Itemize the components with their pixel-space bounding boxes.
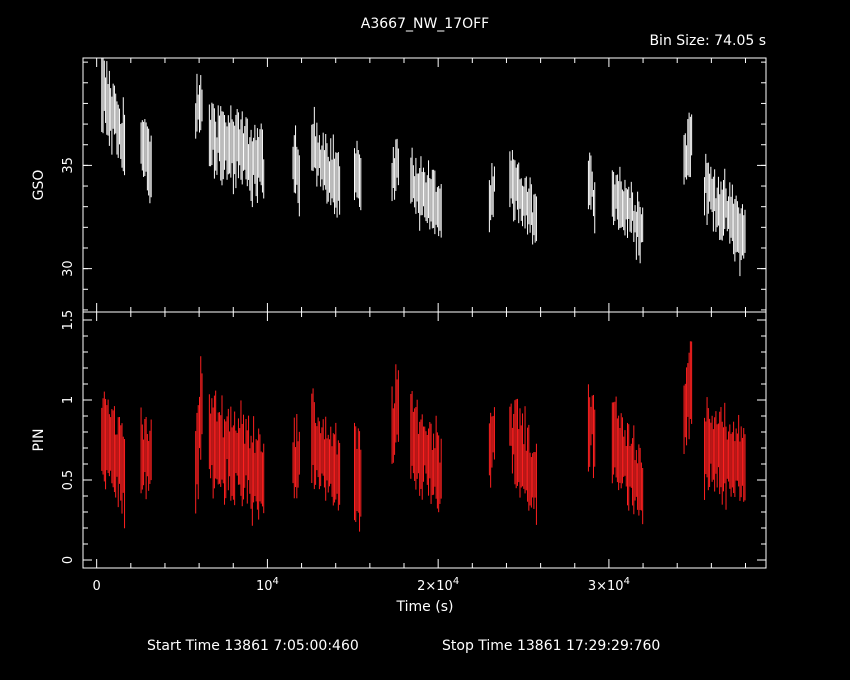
- gso-series: [101, 58, 746, 277]
- x-tick-label: 3×104: [588, 576, 630, 594]
- y-tick-label: 0: [61, 556, 76, 564]
- y-tick-label: 1: [61, 396, 76, 404]
- pin-frame: [82, 311, 767, 569]
- pin-series: [101, 341, 746, 532]
- y-tick-label: 30: [61, 260, 76, 277]
- bin-size-label: Bin Size: 74.05 s: [649, 33, 766, 49]
- start-time-label: Start Time 13861 7:05:00:460: [147, 638, 359, 654]
- x-axis-label: Time (s): [396, 599, 454, 615]
- y-axis-label-gso: GSO: [31, 170, 47, 201]
- gso-panel: 30 35 GSO: [31, 57, 767, 313]
- y-tick-label: 1.5: [61, 310, 76, 331]
- chart-title: A3667_NW_17OFF: [361, 16, 489, 32]
- x-tick-label: 2×104: [417, 576, 459, 594]
- pin-panel: 0 0.5 1 1.5 PIN: [31, 310, 767, 569]
- y-tick-label: 0.5: [61, 470, 76, 491]
- y-axis-label-pin: PIN: [31, 428, 47, 451]
- x-tick-label: 104: [256, 576, 279, 594]
- y-tick-label: 35: [61, 157, 76, 174]
- stop-time-label: Stop Time 13861 17:29:29:760: [442, 638, 660, 654]
- x-axis: 0 104 2×104 3×104: [93, 576, 630, 594]
- x-tick-label: 0: [93, 579, 101, 594]
